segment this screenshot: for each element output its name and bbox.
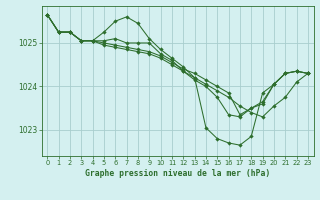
X-axis label: Graphe pression niveau de la mer (hPa): Graphe pression niveau de la mer (hPa) <box>85 169 270 178</box>
